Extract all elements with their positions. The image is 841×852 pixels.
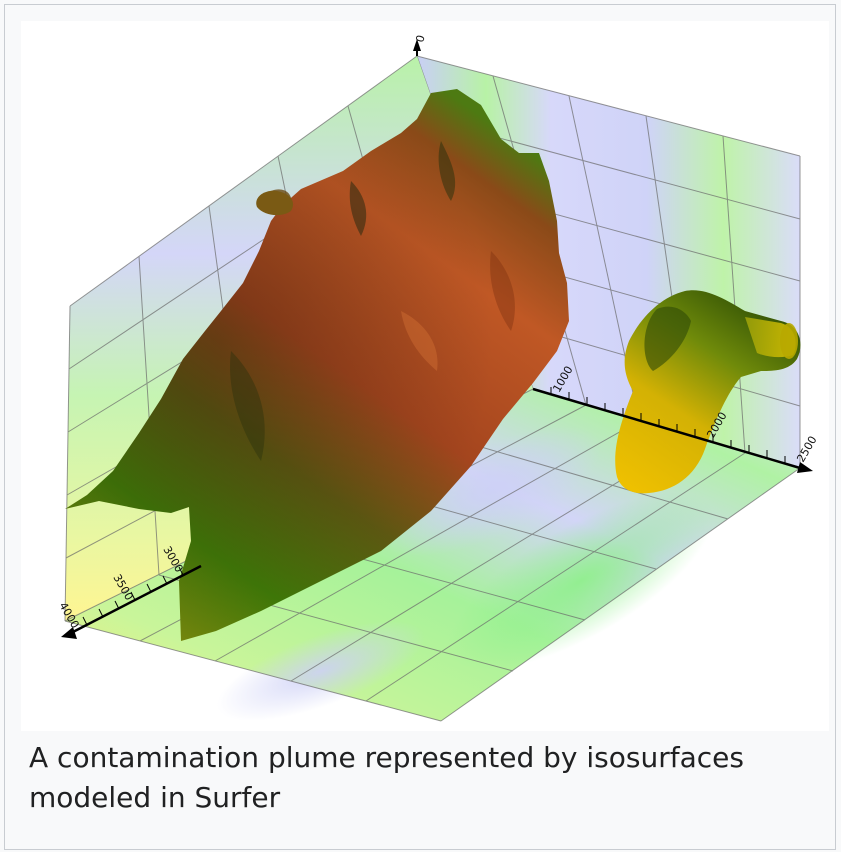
secondary-plume-isosurface bbox=[615, 290, 801, 494]
main-plume-isosurface bbox=[65, 89, 569, 641]
figure-caption: A contamination plume represented by iso… bbox=[29, 741, 744, 814]
plume-figure: 0 bbox=[21, 21, 829, 731]
isosurface-plot: 0 bbox=[56, 34, 820, 722]
vertical-axis: 0 bbox=[413, 34, 428, 56]
thumbnail-frame: 0 bbox=[4, 4, 836, 850]
vertical-axis-label: 0 bbox=[413, 34, 427, 44]
